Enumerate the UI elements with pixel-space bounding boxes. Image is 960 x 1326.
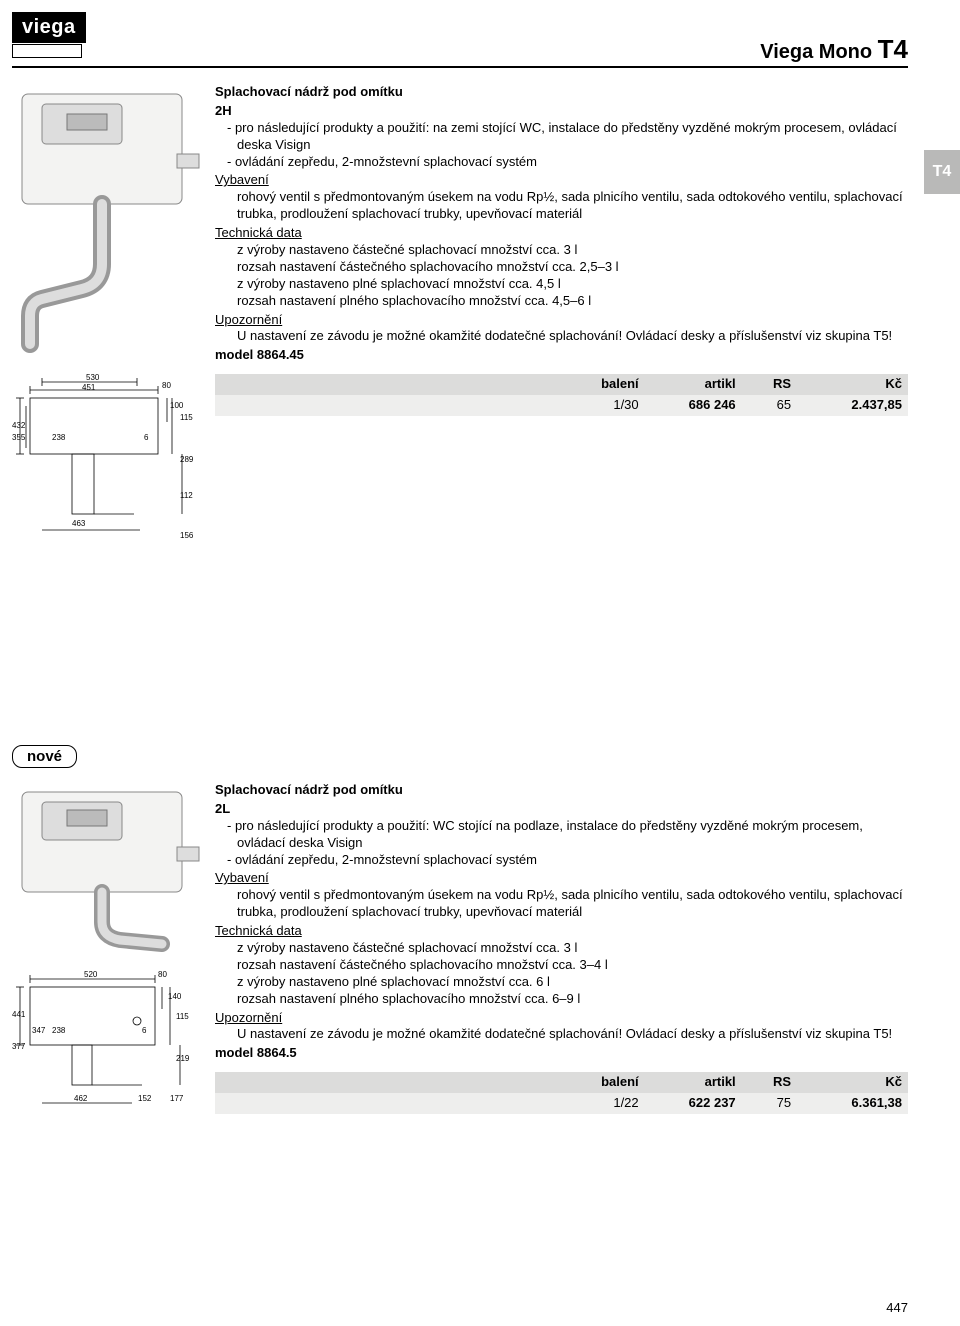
product-photo-illustration bbox=[12, 782, 207, 957]
title-underline bbox=[12, 66, 908, 68]
section-equipment: Vybavení bbox=[215, 870, 908, 887]
product-technical-drawing: 520 441 377 347 238 462 80 140 115 6 219… bbox=[12, 963, 207, 1113]
dim-label: 462 bbox=[74, 1094, 88, 1103]
tech-line: z výroby nastaveno plné splachovací množ… bbox=[215, 974, 908, 991]
product-title: Splachovací nádrž pod omítku bbox=[215, 84, 908, 101]
th-baleni: balení bbox=[215, 1072, 645, 1093]
tech-line: rozsah nastavení částečného splachovacíh… bbox=[215, 259, 908, 276]
th-rs: RS bbox=[742, 1072, 797, 1093]
dim-label: 289 bbox=[180, 455, 194, 464]
th-artikl: artikl bbox=[645, 1072, 742, 1093]
td-artikl: 622 237 bbox=[645, 1093, 742, 1114]
badge-new: nové bbox=[12, 745, 77, 768]
bullet: - ovládání zepředu, 2-množstevní splacho… bbox=[215, 154, 908, 171]
dim-label: 530 bbox=[86, 373, 100, 382]
section-note: Upozornění bbox=[215, 1010, 908, 1027]
dim-label: 432 bbox=[12, 421, 26, 430]
dim-label: 238 bbox=[52, 1026, 66, 1035]
tech-line: z výroby nastaveno částečné splachovací … bbox=[215, 242, 908, 259]
td-kc: 6.361,38 bbox=[797, 1093, 908, 1114]
dim-label: 152 bbox=[138, 1094, 152, 1103]
tech-line: rozsah nastavení plného splachovacího mn… bbox=[215, 293, 908, 310]
dim-label: 6 bbox=[142, 1026, 147, 1035]
equipment-text: rohový ventil s předmontovaným úsekem na… bbox=[215, 887, 908, 921]
bullet: - pro následující produkty a použití: na… bbox=[215, 120, 908, 154]
dim-label: 520 bbox=[84, 970, 98, 979]
page-title: Viega Mono T4 bbox=[760, 34, 908, 65]
side-tab: T4 bbox=[924, 150, 960, 194]
tech-line: z výroby nastaveno částečné splachovací … bbox=[215, 940, 908, 957]
price-table: balení artikl RS Kč 1/22 622 237 75 6.36… bbox=[215, 1072, 908, 1114]
th-kc: Kč bbox=[797, 1072, 908, 1093]
brand-logo-box bbox=[12, 44, 82, 58]
table-row: 1/30 686 246 65 2.437,85 bbox=[215, 395, 908, 416]
dim-label: 441 bbox=[12, 1010, 26, 1019]
bullet-text: pro následující produkty a použití: na z… bbox=[235, 120, 897, 152]
bullet-text: ovládání zepředu, 2-množstevní splachova… bbox=[235, 852, 537, 867]
th-artikl: artikl bbox=[645, 374, 742, 395]
product-photo-illustration bbox=[12, 84, 207, 364]
product-technical-drawing: 530 451 432 355 238 463 80 100 115 6 289… bbox=[12, 370, 207, 545]
dim-label: 347 bbox=[32, 1026, 46, 1035]
table-row: 1/22 622 237 75 6.361,38 bbox=[215, 1093, 908, 1114]
td-kc: 2.437,85 bbox=[797, 395, 908, 416]
tech-line: z výroby nastaveno plné splachovací množ… bbox=[215, 276, 908, 293]
dim-label: 80 bbox=[158, 970, 167, 979]
equipment-text: rohový ventil s předmontovaným úsekem na… bbox=[215, 189, 908, 223]
td-artikl: 686 246 bbox=[645, 395, 742, 416]
product-row: 530 451 432 355 238 463 80 100 115 6 289… bbox=[12, 84, 908, 545]
dim-label: 377 bbox=[12, 1042, 26, 1051]
tech-line: rozsah nastavení plného splachovacího mn… bbox=[215, 991, 908, 1008]
td-rs: 75 bbox=[742, 1093, 797, 1114]
dim-label: 238 bbox=[52, 433, 66, 442]
bullet: - pro následující produkty a použití: WC… bbox=[215, 818, 908, 852]
model-number: model 8864.5 bbox=[215, 1045, 908, 1062]
section-technical: Technická data bbox=[215, 225, 908, 242]
bullet-text: pro následující produkty a použití: WC s… bbox=[235, 818, 863, 850]
td-baleni: 1/22 bbox=[215, 1093, 645, 1114]
dim-label: 355 bbox=[12, 433, 26, 442]
bullet: - ovládání zepředu, 2-množstevní splacho… bbox=[215, 852, 908, 869]
dim-label: 115 bbox=[176, 1012, 189, 1021]
page-title-suffix: T4 bbox=[878, 34, 908, 64]
dim-label: 100 bbox=[170, 401, 184, 410]
product-subtitle: 2H bbox=[215, 103, 908, 120]
th-rs: RS bbox=[742, 374, 797, 395]
dim-label: 463 bbox=[72, 519, 86, 528]
dim-label: 177 bbox=[170, 1094, 184, 1103]
td-baleni: 1/30 bbox=[215, 395, 645, 416]
th-kc: Kč bbox=[797, 374, 908, 395]
th-baleni: balení bbox=[215, 374, 645, 395]
dim-label: 451 bbox=[82, 383, 96, 392]
dim-label: 115 bbox=[180, 413, 193, 422]
dim-label: 112 bbox=[180, 491, 193, 500]
tech-line: rozsah nastavení částečného splachovacíh… bbox=[215, 957, 908, 974]
brand-logo: viega bbox=[12, 12, 86, 43]
note-text: U nastavení ze závodu je možné okamžité … bbox=[215, 328, 908, 345]
price-table: balení artikl RS Kč 1/30 686 246 65 2.43… bbox=[215, 374, 908, 416]
section-technical: Technická data bbox=[215, 923, 908, 940]
model-number: model 8864.45 bbox=[215, 347, 908, 364]
dim-label: 219 bbox=[176, 1054, 190, 1063]
dim-label: 140 bbox=[168, 992, 182, 1001]
note-text: U nastavení ze závodu je možné okamžité … bbox=[215, 1026, 908, 1043]
dim-label: 6 bbox=[144, 433, 149, 442]
page-title-prefix: Viega Mono bbox=[760, 41, 877, 63]
dim-label: 156 bbox=[180, 531, 194, 540]
section-equipment: Vybavení bbox=[215, 172, 908, 189]
dim-label: 80 bbox=[162, 381, 171, 390]
td-rs: 65 bbox=[742, 395, 797, 416]
product-row: 520 441 377 347 238 462 80 140 115 6 219… bbox=[12, 782, 908, 1114]
bullet-text: ovládání zepředu, 2-množstevní splachova… bbox=[235, 154, 537, 169]
section-note: Upozornění bbox=[215, 312, 908, 329]
product-title: Splachovací nádrž pod omítku bbox=[215, 782, 908, 799]
page-number: 447 bbox=[886, 1300, 908, 1315]
product-subtitle: 2L bbox=[215, 801, 908, 818]
